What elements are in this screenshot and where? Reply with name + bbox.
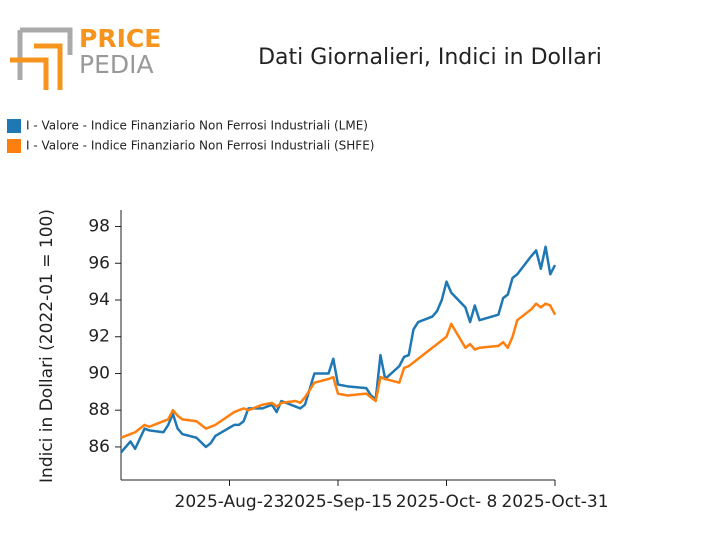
legend-swatch [7,139,21,153]
y-tick-label: 96 [88,253,110,273]
logo-bottom: PEDIA [79,50,154,79]
y-tick-label: 86 [88,437,110,457]
y-tick-label: 92 [88,327,110,347]
legend-swatch [7,119,21,133]
x-tick-label: 2025-Oct-31 [501,492,608,512]
series-line [120,302,557,439]
logo: PRICE PEDIA [10,24,161,90]
y-tick-label: 88 [88,400,110,420]
x-tick-label: 2025-Sep-15 [283,492,392,512]
chart-title: Dati Giornalieri, Indici in Dollari [258,45,602,70]
x-tick-label: 2025-Aug-23 [175,492,285,512]
y-tick-label: 98 [88,217,110,237]
y-tick-label: 94 [88,290,110,310]
series-line [120,245,557,454]
x-tick-label: 2025-Oct- 8 [396,492,498,512]
legend-label: I - Valore - Indice Finanziario Non Ferr… [26,119,368,133]
y-tick-label: 90 [88,363,110,383]
legend-label: I - Valore - Indice Finanziario Non Ferr… [26,139,374,153]
y-axis-label: Indici in Dollari (2022-01 = 100) [37,209,57,483]
logo-top: PRICE [79,24,161,53]
